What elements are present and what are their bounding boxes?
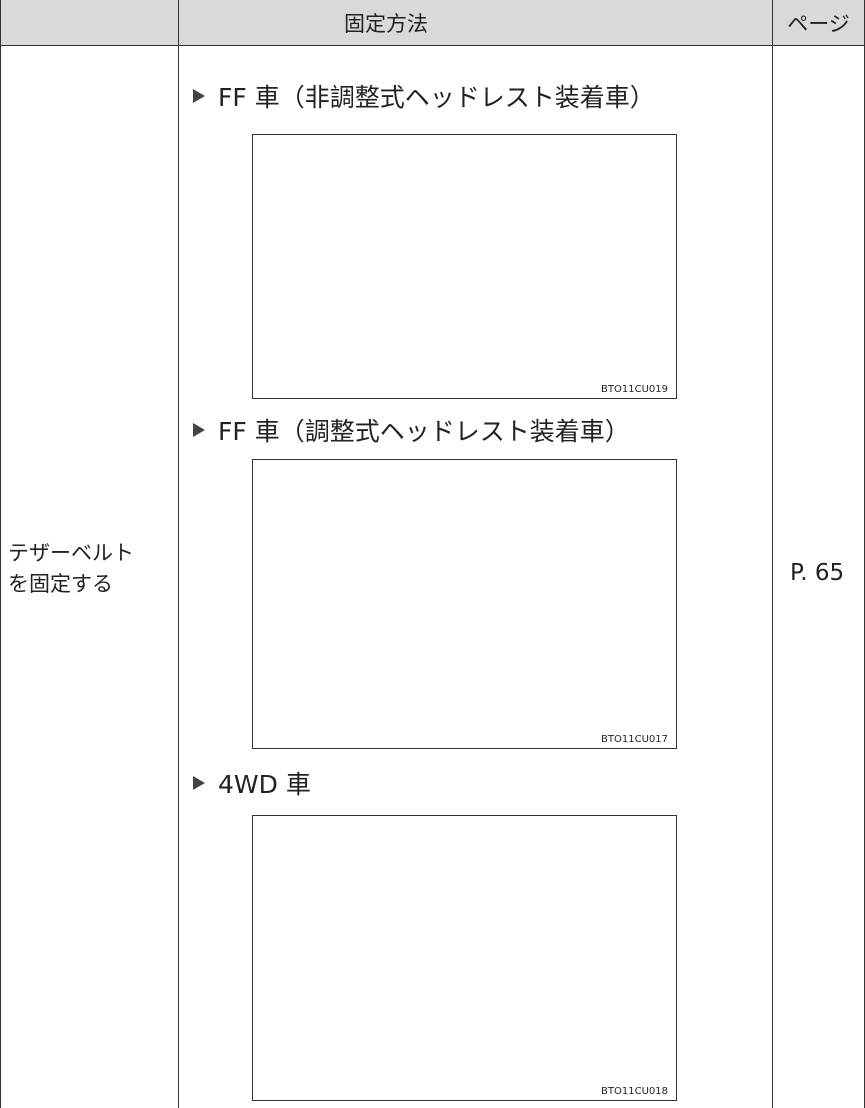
item-line: を固定する: [8, 572, 113, 596]
illustration: BTO11CU019: [252, 134, 677, 399]
label-text: FF 車（調整式ヘッドレスト装着車）: [218, 417, 630, 446]
border: [0, 0, 1, 1108]
label-text: FF 車（非調整式ヘッドレスト装着車）: [218, 83, 655, 112]
item-line: テザーベルト: [8, 541, 134, 565]
section-label: FF 車（調整式ヘッドレスト装着車）: [192, 412, 630, 448]
border: [772, 0, 773, 1108]
image-code: BTO11CU017: [599, 734, 670, 745]
bullet: [193, 423, 205, 437]
label-text: 4WD 車: [218, 770, 311, 799]
section-label: 4WD 車: [192, 765, 311, 801]
section-label: FF 車（非調整式ヘッドレスト装着車）: [192, 78, 655, 114]
image-code: BTO11CU018: [599, 1086, 670, 1097]
page-ref: P. 65: [790, 560, 845, 586]
item-cell: テザーベルト を固定する: [8, 538, 134, 600]
header-page: ページ: [772, 0, 865, 46]
illustration: BTO11CU018: [252, 815, 677, 1101]
header-method: 固定方法: [0, 0, 772, 46]
image-code: BTO11CU019: [599, 384, 670, 395]
bullet: [193, 776, 205, 790]
bullet: [193, 89, 205, 103]
illustration: BTO11CU017: [252, 459, 677, 749]
border: [178, 0, 179, 1108]
